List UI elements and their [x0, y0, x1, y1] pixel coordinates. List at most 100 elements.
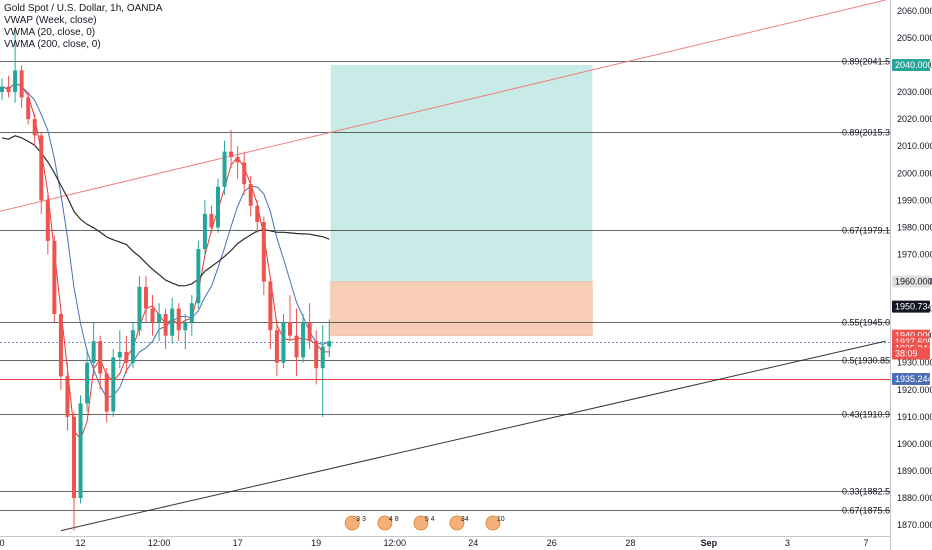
- candle-body: [242, 162, 247, 185]
- fib-level-label: 0.5(1930.856): [842, 356, 898, 366]
- candle-body: [111, 357, 116, 412]
- fib-level-label: 0.89(2015.361): [842, 128, 903, 138]
- time-tick-label: 26: [547, 538, 557, 548]
- economic-event-marker: 10: [485, 515, 505, 531]
- candle-body: [26, 97, 31, 120]
- price-tag-label: 1950.734: [895, 302, 932, 312]
- candle-body: [176, 308, 181, 331]
- candle-body: [98, 341, 103, 374]
- price-tick-label: 1980.000: [897, 222, 932, 232]
- candle-body: [124, 351, 129, 363]
- time-tick-label: 17: [233, 538, 243, 548]
- candle-body: [78, 403, 83, 499]
- candle-body: [327, 341, 332, 347]
- candle-body: [137, 286, 142, 331]
- vwma200-line: [1, 135, 330, 287]
- candle-body: [52, 240, 57, 315]
- flag-icon: [485, 515, 501, 531]
- candle-body: [209, 213, 214, 228]
- price-tick-label: 2000.000: [897, 168, 932, 178]
- candle-body: [301, 322, 306, 358]
- price-tick-label: 1970.000: [897, 249, 932, 259]
- time-tick-label: 12:00: [383, 538, 406, 548]
- event-count: 4 8: [389, 516, 399, 523]
- fib-level-label: 0.67(1979.117): [842, 226, 902, 236]
- event-count: 34: [461, 516, 469, 523]
- event-count: 5 4: [425, 516, 435, 523]
- price-tag: 1935.244: [892, 372, 932, 385]
- price-tick-label: 1910.000: [897, 412, 932, 422]
- moving-averages: [1, 82, 330, 441]
- price-tag-label: 1937.605: [895, 337, 932, 347]
- candle-body: [183, 322, 188, 331]
- candle-body: [144, 286, 148, 309]
- stop-zone: [330, 281, 593, 336]
- price-tick-label: 1920.000: [897, 385, 932, 395]
- price-tick-label: 1900.000: [897, 439, 932, 449]
- vwap-line: [1, 82, 330, 399]
- candle-body: [320, 346, 325, 369]
- target-zone: [330, 64, 593, 282]
- legend-vwap[interactable]: VWAP (Week, close): [4, 15, 97, 26]
- price-tag-bg: [892, 347, 930, 360]
- time-tick-label: 24: [468, 538, 478, 548]
- candle-body: [163, 314, 168, 336]
- time-tick-label: 19: [311, 538, 321, 548]
- candle-body: [196, 249, 201, 304]
- candle-body: [72, 416, 76, 499]
- time-tick-label: 3: [785, 538, 790, 548]
- time-axis: 0 12 12:00 17 19 12:00 24 26 28 Sep 3 7: [0, 536, 890, 548]
- price-tick-label: 1890.000: [897, 466, 932, 476]
- legend-title[interactable]: Gold Spot / U.S. Dollar, 1h, OANDA: [4, 3, 163, 14]
- price-tick-label: 2060.000: [897, 6, 932, 16]
- price-tag: 1950.734: [892, 300, 932, 313]
- price-tag-label: 2040.000: [895, 60, 932, 70]
- event-count: 3 3: [356, 516, 366, 523]
- candle-body: [222, 151, 227, 187]
- economic-event-marker: 34: [449, 515, 469, 531]
- candle-body: [19, 70, 24, 98]
- time-tick-label: Sep: [701, 538, 718, 548]
- candle-body: [104, 373, 109, 412]
- candle-body: [248, 184, 253, 206]
- price-tag: 38:09: [892, 347, 930, 360]
- legend-vwma20[interactable]: VWMA (20, close, 0): [4, 27, 96, 38]
- flag-icon: [449, 515, 465, 531]
- legend-vwma200[interactable]: VWMA (200, close, 0): [4, 39, 101, 50]
- vwma20-line: [1, 82, 330, 441]
- candles: [0, 27, 332, 531]
- fib-level-label: 0.55(1945.050): [842, 318, 903, 328]
- price-tag-label: 1935.244: [895, 374, 932, 384]
- time-tick-label: 28: [625, 538, 635, 548]
- candle-body: [202, 213, 207, 250]
- candle-body: [229, 151, 234, 158]
- fib-level-label: 0.89(2041.572): [842, 57, 903, 67]
- event-count: 10: [497, 516, 505, 523]
- position-zones: [330, 64, 593, 336]
- time-tick-label: 12: [76, 538, 86, 548]
- fib-level-label: 0.43(1910.984): [842, 410, 903, 420]
- price-tag-bg: [892, 300, 930, 313]
- flag-icon: [344, 515, 360, 531]
- candle-body: [45, 200, 50, 241]
- candle-body: [130, 330, 135, 363]
- economic-event-marker: 4 8: [377, 515, 399, 531]
- candle-body: [150, 308, 155, 323]
- candle-body: [261, 221, 266, 282]
- fib-level-label: 0.67(1875.652): [842, 506, 903, 516]
- price-tick-label: 2030.000: [897, 87, 932, 97]
- chart-legend: Gold Spot / U.S. Dollar, 1h, OANDA VWAP …: [4, 3, 162, 51]
- price-tag-bg: [892, 372, 930, 385]
- candle-body: [255, 205, 260, 222]
- price-tick-label: 2020.000: [897, 114, 932, 124]
- candle-body: [216, 186, 220, 228]
- candle-body: [170, 308, 175, 336]
- price-tag: 2040.000: [892, 58, 932, 71]
- candle-body: [65, 376, 70, 417]
- price-tick-label: 1870.000: [897, 520, 932, 530]
- candle-body: [117, 351, 122, 358]
- trend-lines: [0, 0, 886, 532]
- candle-body: [281, 322, 286, 363]
- candle-body: [58, 314, 63, 377]
